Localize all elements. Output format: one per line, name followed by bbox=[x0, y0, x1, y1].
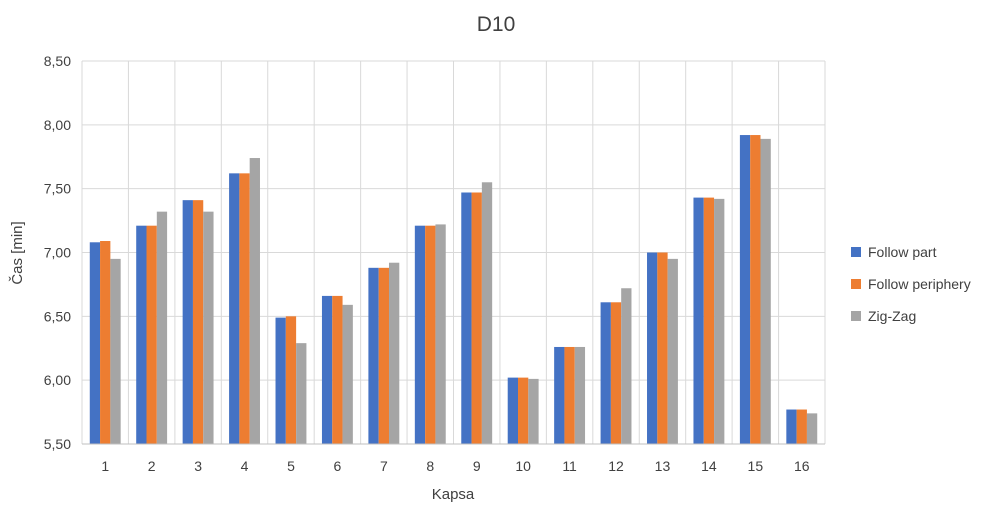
bar bbox=[239, 173, 250, 444]
x-tick-label: 1 bbox=[101, 458, 109, 474]
x-tick-label: 11 bbox=[562, 458, 577, 474]
bar bbox=[786, 409, 797, 444]
y-tick-label: 7,50 bbox=[44, 181, 71, 197]
y-tick-label: 5,50 bbox=[44, 436, 71, 452]
bar bbox=[693, 197, 704, 444]
bar bbox=[89, 242, 101, 444]
y-tick-label: 7,00 bbox=[44, 245, 71, 261]
bar bbox=[146, 225, 157, 444]
bar bbox=[600, 302, 611, 444]
x-axis-label: Kapsa bbox=[432, 486, 475, 503]
y-axis-label: Čas [min] bbox=[9, 221, 26, 284]
bar bbox=[249, 158, 260, 444]
bar bbox=[554, 346, 565, 444]
bar bbox=[229, 173, 240, 444]
bar bbox=[528, 378, 539, 444]
x-tick-label: 8 bbox=[426, 458, 434, 474]
x-tick-label: 5 bbox=[287, 458, 295, 474]
legend-label: Follow part bbox=[868, 244, 937, 260]
bars bbox=[89, 135, 818, 445]
legend-label: Zig-Zag bbox=[868, 308, 916, 324]
bar bbox=[564, 346, 575, 444]
bar bbox=[275, 317, 286, 444]
x-tick-label: 14 bbox=[701, 458, 717, 474]
x-tick-label: 7 bbox=[380, 458, 388, 474]
bar bbox=[471, 192, 482, 444]
bar bbox=[136, 225, 147, 444]
bar bbox=[647, 252, 658, 444]
x-tick-label: 2 bbox=[148, 458, 156, 474]
x-tick-label: 12 bbox=[608, 458, 624, 474]
y-tick-label: 8,50 bbox=[44, 53, 71, 69]
y-tick-label: 6,00 bbox=[44, 372, 71, 388]
x-tick-label: 6 bbox=[334, 458, 342, 474]
bar bbox=[610, 302, 622, 444]
x-tick-label: 4 bbox=[241, 458, 249, 474]
bar bbox=[739, 135, 751, 444]
bar bbox=[518, 377, 529, 444]
y-tick-label: 6,50 bbox=[44, 308, 71, 324]
x-tick-label: 10 bbox=[515, 458, 531, 474]
x-axis-tick-labels: 1 2 3 4 5 6 7 8 9 10 11 12 13 14 15 16 bbox=[101, 458, 809, 474]
bar bbox=[285, 316, 297, 444]
bar bbox=[388, 262, 400, 444]
bar bbox=[750, 135, 761, 444]
bar bbox=[481, 182, 493, 445]
bar bbox=[714, 198, 725, 444]
gridlines bbox=[81, 60, 826, 445]
bar bbox=[156, 211, 168, 444]
bar bbox=[296, 343, 307, 444]
legend-swatch bbox=[851, 279, 861, 289]
bar bbox=[621, 288, 632, 444]
chart-title: D10 bbox=[477, 13, 516, 36]
bar bbox=[110, 258, 121, 444]
bar bbox=[507, 377, 519, 444]
bar bbox=[667, 258, 678, 444]
bar bbox=[435, 224, 446, 444]
x-tick-label: 16 bbox=[794, 458, 810, 474]
legend: Follow part Follow periphery Zig-Zag bbox=[851, 244, 971, 324]
y-axis-tick-labels: 5,50 6,00 6,50 7,00 7,50 8,00 8,50 bbox=[44, 53, 71, 452]
bar bbox=[657, 252, 668, 444]
bar bbox=[182, 200, 193, 444]
bar bbox=[321, 295, 333, 444]
bar bbox=[806, 413, 818, 444]
bar bbox=[760, 138, 771, 445]
x-tick-label: 3 bbox=[194, 458, 202, 474]
x-tick-label: 9 bbox=[473, 458, 481, 474]
bar bbox=[100, 241, 111, 444]
legend-swatch bbox=[851, 247, 861, 257]
bar bbox=[461, 192, 472, 444]
bar bbox=[414, 225, 426, 444]
x-tick-label: 13 bbox=[655, 458, 671, 474]
x-tick-label: 15 bbox=[748, 458, 764, 474]
bar bbox=[368, 267, 379, 444]
bar bbox=[574, 346, 586, 444]
bar bbox=[425, 225, 436, 444]
legend-label: Follow periphery bbox=[868, 276, 971, 292]
bar bbox=[192, 200, 204, 444]
bar bbox=[203, 211, 214, 444]
bar bbox=[703, 197, 715, 444]
bar bbox=[342, 304, 353, 444]
y-tick-label: 8,00 bbox=[44, 117, 71, 133]
legend-swatch bbox=[851, 311, 861, 321]
bar bbox=[378, 267, 389, 444]
bar bbox=[332, 295, 343, 444]
bar bbox=[796, 409, 807, 444]
